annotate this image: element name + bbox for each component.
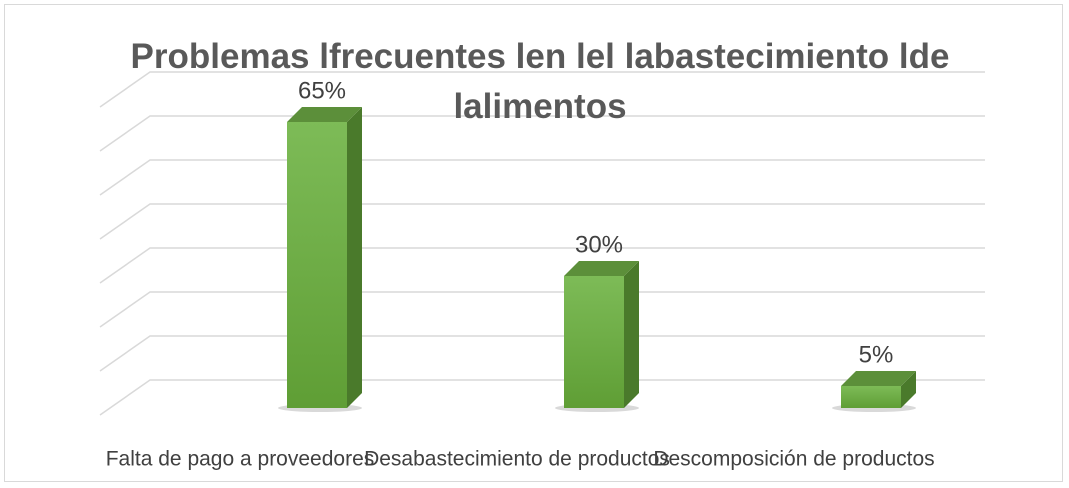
- bar-front: [564, 276, 624, 408]
- bar-side: [901, 371, 916, 408]
- x-tick-label: Desabastecimiento de productos: [364, 448, 670, 471]
- chart-frame: [4, 4, 1063, 482]
- bar-top: [564, 261, 639, 276]
- bar-side: [624, 261, 639, 408]
- bar-top: [287, 107, 362, 122]
- grid-line: [99, 247, 985, 284]
- bar: [832, 371, 916, 412]
- data-label: 65%: [298, 77, 346, 104]
- grid-line: [99, 379, 985, 416]
- bar-top: [841, 371, 916, 386]
- bar-front: [287, 122, 347, 408]
- grid-line: [99, 115, 985, 152]
- bar-side: [347, 107, 362, 408]
- data-label: 5%: [859, 341, 894, 368]
- grid-line: [99, 335, 985, 372]
- x-tick-label: Descomposición de productos: [653, 448, 934, 471]
- bar: [555, 261, 639, 412]
- grid-line: [99, 291, 985, 328]
- bar: [278, 107, 362, 412]
- bar-front: [841, 386, 901, 408]
- data-label: 30%: [575, 231, 623, 258]
- grid-line: [99, 203, 985, 240]
- x-tick-label: Falta de pago a proveedores: [106, 448, 375, 471]
- grid-line: [99, 71, 985, 108]
- grid-line: [99, 159, 985, 196]
- chart-title: Problemas lfrecuentes len lel labastecim…: [130, 37, 950, 126]
